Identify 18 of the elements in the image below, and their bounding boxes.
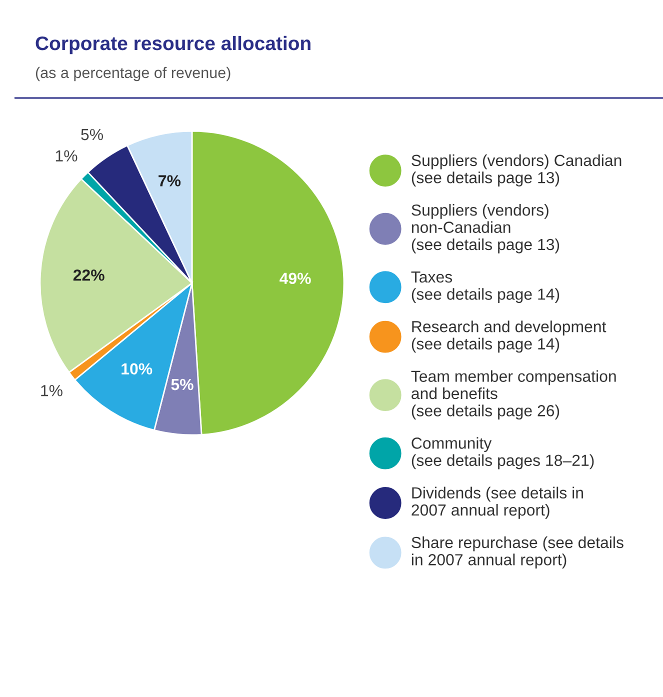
chart-subtitle: (as a percentage of revenue) xyxy=(36,66,230,82)
data-label: 5% xyxy=(81,128,104,140)
data-label: 5% xyxy=(171,378,194,390)
legend-label: Community (see details pages 18–21) xyxy=(412,437,594,470)
legend-label: Research and development (see details page 14) xyxy=(412,320,606,353)
legend-label: Dividends (see details in 2007 annual report) xyxy=(412,486,583,519)
legend-label: Suppliers (vendors) Canadian (see details page 13) xyxy=(412,154,622,186)
data-label: 1% xyxy=(56,150,78,162)
data-label: 1% xyxy=(41,385,62,396)
data-label: 49% xyxy=(280,272,311,284)
data-label: 22% xyxy=(73,269,104,281)
legend-label: Share repurchase (see details in 2007 annual report) xyxy=(412,536,624,569)
legend-label: Taxes (see details page 14) xyxy=(411,271,560,303)
data-label: 10% xyxy=(122,363,152,375)
chart-title: Corporate resource allocation xyxy=(36,36,310,54)
data-label: 7% xyxy=(158,175,181,186)
legend-label: Team member compensation and benefits (see details page 26) xyxy=(411,370,616,420)
legend-label: Suppliers (vendors) non-Canadian (see details page 13) xyxy=(412,204,560,254)
